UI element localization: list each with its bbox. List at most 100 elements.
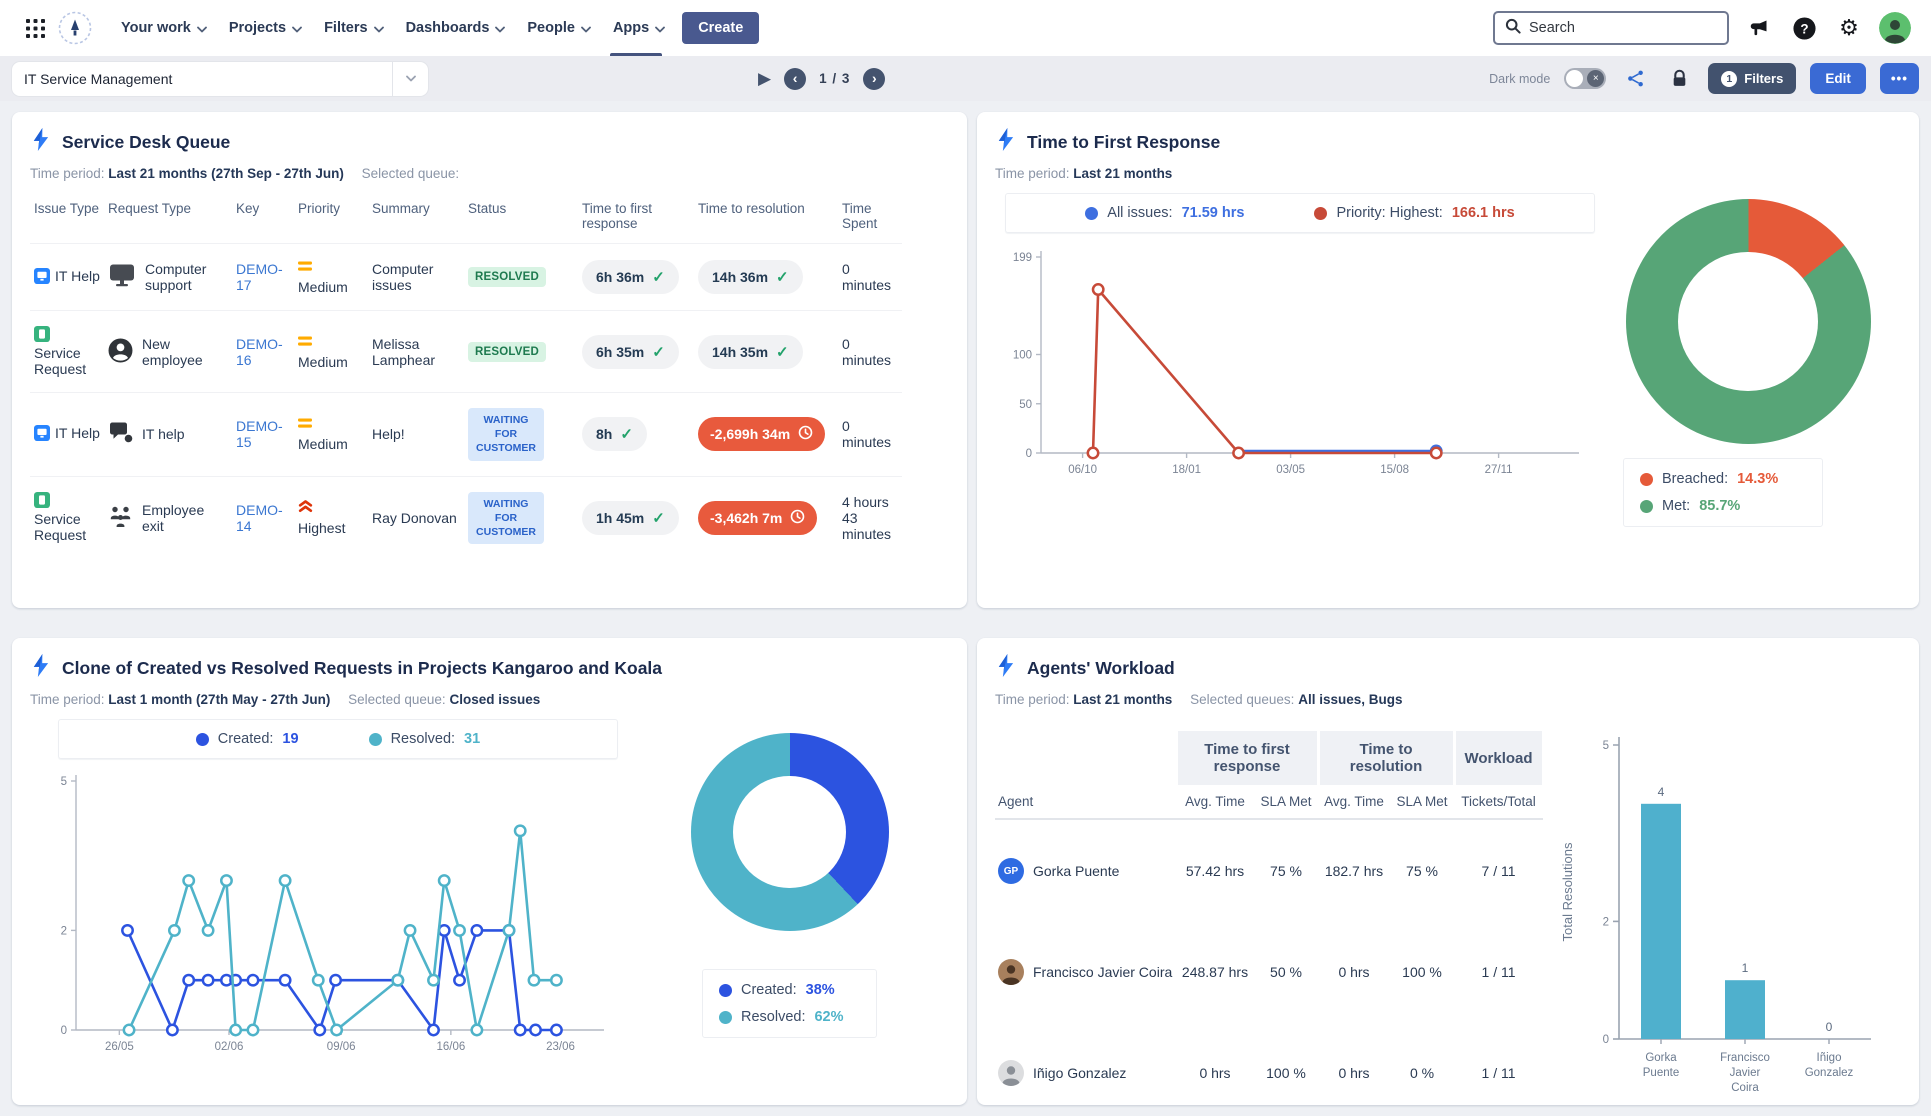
create-button[interactable]: Create <box>682 12 760 44</box>
primary-nav: Your work Projects Filters Dashboards Pe… <box>110 0 676 56</box>
priority-label: Medium <box>298 436 348 453</box>
sla-breached-pill: -3,462h 7m <box>698 500 818 535</box>
avatar: GP <box>998 858 1024 884</box>
legend-item: Resolved: 62% <box>719 1009 860 1025</box>
computer-icon <box>108 263 136 291</box>
announcement-icon[interactable] <box>1744 13 1774 43</box>
edit-button[interactable]: Edit <box>1810 63 1866 94</box>
toolbar-right: Dark mode × 1 Filters Edit ••• <box>1489 63 1919 94</box>
chevron-down-icon <box>373 26 384 33</box>
check-icon: ✓ <box>776 269 789 286</box>
table-row[interactable]: Iñigo Gonzalez 0 hrs 100 % 0 hrs 0 % 1 / 11 <box>995 1023 1543 1105</box>
created-resolved-donut-chart[interactable] <box>690 733 889 931</box>
people-icon <box>108 505 133 531</box>
workload-table: Time to first response Time to resolutio… <box>995 731 1545 1105</box>
workload-bar-chart[interactable]: 5 2 0 4 Gorka Puente 1 Francisco Javier Coira 0 Iñi… <box>1557 719 1887 1105</box>
check-icon: ✓ <box>652 343 665 361</box>
svg-text:26/05: 26/05 <box>105 1041 134 1053</box>
page-indicator: 1 / 3 <box>819 71 851 86</box>
gear-icon[interactable]: ⚙ <box>1839 15 1859 40</box>
sla-time-pill: 14h 35m ✓ <box>698 334 803 369</box>
svg-text:2: 2 <box>61 925 67 937</box>
issue-key-link[interactable]: DEMO-14 <box>236 501 283 534</box>
summary-cell: Ray Donovan <box>372 509 457 526</box>
ttfr-line-chart[interactable]: 199 100 50 0 06/10 18/01 03/05 15/08 27/11 <box>995 239 1595 496</box>
priority-medium-icon <box>298 416 312 432</box>
table-row[interactable]: IT Help Computer support DEMO-17 Medium Comp… <box>30 243 902 311</box>
nav-item-filters[interactable]: Filters <box>313 0 395 56</box>
table-row[interactable]: Service Request Employee exit DEMO-14 Highe… <box>30 476 902 559</box>
sla-time-pill: 8h ✓ <box>582 417 647 452</box>
svg-text:1: 1 <box>1741 961 1748 975</box>
workload-group-header: Time to first response Time to resolutio… <box>995 731 1545 785</box>
svg-text:0: 0 <box>1825 1020 1832 1034</box>
status-badge: RESOLVED <box>468 341 547 362</box>
status-badge: WAITING FOR CUSTOMER <box>468 408 544 461</box>
play-button[interactable]: ▶ <box>758 68 772 88</box>
svg-text:100: 100 <box>1013 350 1032 362</box>
svg-text:02/06: 02/06 <box>215 1041 244 1053</box>
ttfr-legend: All issues: 71.59 hrs Priority: Highest:… <box>1005 193 1595 233</box>
chevron-down-icon <box>392 61 428 96</box>
issue-key-link[interactable]: DEMO-15 <box>236 418 283 451</box>
request-type-label: Computer support <box>145 261 207 293</box>
legend-item: Priority: Highest: 166.1 hrs <box>1314 205 1515 221</box>
dark-mode-toggle[interactable]: × <box>1564 68 1607 89</box>
issue-type-label: Service Request <box>34 511 87 544</box>
created-resolved-line-chart[interactable]: 5 2 0 26/05 02/06 09/06 16/06 23/06 <box>30 763 630 1073</box>
chevron-down-icon <box>196 26 207 33</box>
issue-key-link[interactable]: DEMO-17 <box>236 261 283 293</box>
share-icon[interactable] <box>1620 64 1650 94</box>
table-row[interactable]: Francisco Javier Coira 248.87 hrs 50 % 0 hr… <box>995 922 1543 1023</box>
nav-item-apps[interactable]: Apps <box>602 0 676 56</box>
search-input[interactable]: Search <box>1493 11 1729 45</box>
dashboard-select[interactable]: IT Service Management <box>12 61 428 96</box>
page-title: Time to First Response <box>1027 131 1221 152</box>
queue-table-body: IT Help Computer support DEMO-17 Medium Comp… <box>30 243 902 560</box>
nav-item-your-work[interactable]: Your work <box>110 0 218 56</box>
summary-cell: Computer issues <box>372 261 434 293</box>
dashboard-toolbar: IT Service Management ▶ ‹ 1 / 3 › Dark m… <box>0 56 1931 101</box>
sla-time-pill: 6h 35m ✓ <box>582 334 679 369</box>
created-resolved-donut-legend: Created: 38% Resolved: 62% <box>702 969 877 1038</box>
sla-donut-chart[interactable] <box>1625 199 1871 444</box>
user-avatar[interactable] <box>1879 12 1911 44</box>
nav-right: Search ? ⚙ <box>1493 11 1911 45</box>
site-logo[interactable] <box>58 11 92 45</box>
bolt-icon <box>30 127 51 157</box>
clock-icon <box>798 425 813 443</box>
check-icon: ✓ <box>620 426 633 444</box>
request-type-label: Employee exit <box>142 501 205 534</box>
request-type-label: IT help <box>142 426 185 443</box>
workload-table-body: GP Gorka Puente 57.42 hrs 75 % 182.7 hrs 75 %… <box>995 819 1543 1105</box>
dashboard-grid: Service Desk Queue Time period: Last 21 … <box>0 101 1931 1116</box>
issue-key-link[interactable]: DEMO-16 <box>236 335 283 368</box>
chevron-down-icon <box>495 26 506 33</box>
table-row[interactable]: Service Request New employee DEMO-16 Medium… <box>30 310 902 393</box>
time-spent-cell: 0 minutes <box>842 335 892 368</box>
slide-pager: ▶ ‹ 1 / 3 › <box>758 67 886 90</box>
app-switcher-icon[interactable] <box>20 13 50 43</box>
lock-icon[interactable] <box>1664 64 1694 94</box>
table-row[interactable]: GP Gorka Puente 57.42 hrs 75 % 182.7 hrs 75 %… <box>995 819 1543 922</box>
check-icon: ✓ <box>652 509 665 527</box>
legend-item: Created: 38% <box>719 982 860 998</box>
legend-item: Met: 85.7% <box>1640 498 1806 514</box>
request-type-label: New employee <box>142 335 203 368</box>
prev-page-button[interactable]: ‹ <box>784 67 807 90</box>
filters-button[interactable]: 1 Filters <box>1708 63 1797 94</box>
panel-agents-workload: Agents' Workload Time period: Last 21 mo… <box>977 638 1919 1105</box>
legend-item: Breached: 14.3% <box>1640 471 1806 487</box>
nav-item-dashboards[interactable]: Dashboards <box>395 0 517 56</box>
table-row[interactable]: IT Help IT help DEMO-15 Medium Help! WAITING … <box>30 392 902 477</box>
filters-count-badge: 1 <box>1721 70 1738 87</box>
dark-mode-label: Dark mode <box>1489 71 1551 86</box>
page-title: Clone of Created vs Resolved Requests in… <box>62 657 663 678</box>
next-page-button[interactable]: › <box>863 67 886 90</box>
help-icon[interactable]: ? <box>1789 13 1819 43</box>
sla-time-pill: 1h 45m ✓ <box>582 500 679 535</box>
nav-item-people[interactable]: People <box>516 0 602 56</box>
nav-item-projects[interactable]: Projects <box>218 0 313 56</box>
more-button[interactable]: ••• <box>1879 63 1919 94</box>
chevron-down-icon <box>292 26 302 33</box>
